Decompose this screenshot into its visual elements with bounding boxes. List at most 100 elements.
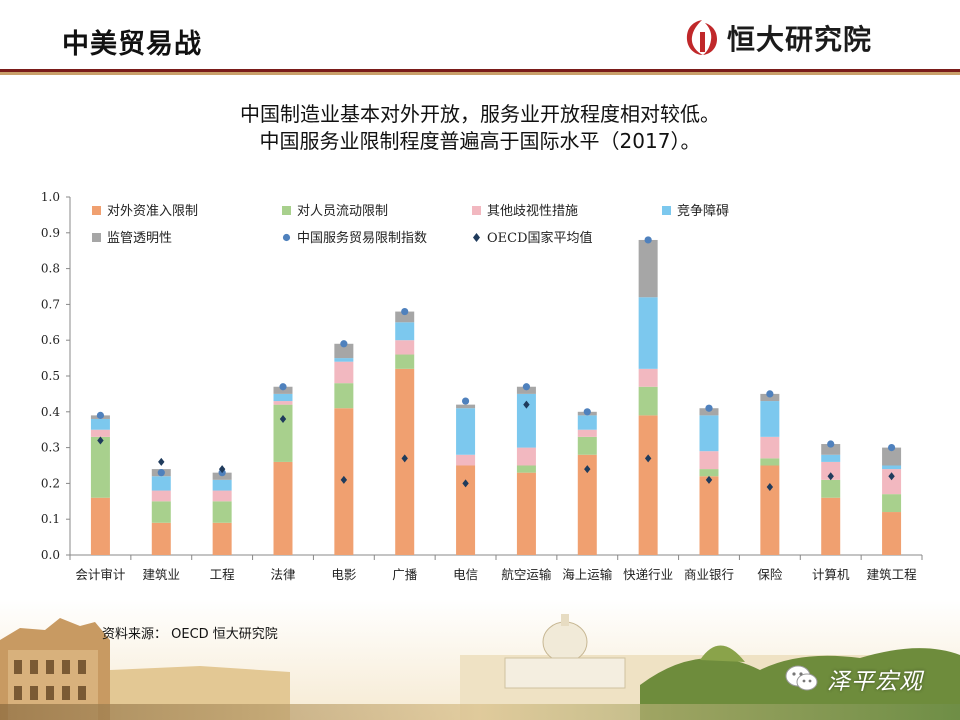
bar-segment [395, 354, 415, 369]
bar-segment [273, 404, 293, 462]
oecd-average-marker [705, 475, 713, 484]
oecd-average-marker [340, 475, 348, 484]
bar-segment [577, 429, 597, 437]
bar-segment [821, 461, 841, 480]
bar-segment [212, 479, 232, 491]
bar-segment [821, 479, 841, 498]
bar-segment [273, 393, 293, 402]
x-tick-label: 计算机 [812, 567, 850, 582]
china-index-marker [827, 440, 835, 448]
china-index-marker [766, 390, 774, 398]
y-tick-label: 0.8 [41, 262, 60, 276]
bar-segment [882, 494, 902, 513]
bar-segment [882, 512, 902, 555]
y-tick-label: 0.7 [41, 297, 60, 311]
oecd-average-marker [158, 457, 165, 466]
x-tick-label: 建筑业 [143, 567, 181, 582]
bar-segment [90, 429, 110, 437]
bar-segment [334, 343, 354, 359]
bar-segment [90, 436, 110, 498]
bar-segment [760, 465, 780, 555]
x-tick-label: 会计审计 [75, 567, 125, 582]
x-tick-label: 商业银行 [684, 567, 734, 582]
legend-marker [282, 233, 291, 242]
watermark: 泽平宏观 [785, 662, 923, 696]
legend-swatch [92, 233, 101, 242]
source-note: 资料来源： OECD 恒大研究院 [102, 627, 278, 642]
y-tick-label: 0.4 [41, 405, 60, 419]
decorative-buildings-image [0, 600, 960, 720]
bar-segment [334, 361, 354, 384]
bar-segment [577, 415, 597, 430]
slide-title: 中美贸易战 [62, 29, 202, 60]
bar-segment [638, 415, 658, 555]
bar-segment [699, 469, 719, 477]
x-tick-label: 航空运输 [501, 567, 552, 582]
oecd-average-marker [827, 472, 834, 481]
bar-segment [456, 454, 476, 466]
china-index-marker [401, 307, 409, 316]
bar-segment [516, 393, 536, 448]
bar-segment [456, 404, 476, 409]
china-index-marker [705, 404, 713, 412]
china-index-marker [887, 444, 896, 452]
x-tick-label: 保险 [757, 567, 783, 582]
bar-segment [456, 465, 476, 555]
bar-segment [821, 497, 841, 555]
oecd-average-marker [462, 479, 469, 488]
bar-segment [456, 408, 476, 455]
china-index-marker [340, 340, 348, 348]
china-index-marker [279, 383, 287, 391]
legend-label: 其他歧视性措施 [487, 204, 578, 219]
bar-segment [212, 490, 232, 502]
y-tick-label: 0.0 [41, 548, 60, 562]
china-index-marker [461, 397, 470, 405]
y-tick-label: 0.9 [41, 226, 60, 240]
oecd-average-marker [766, 482, 774, 491]
y-tick-label: 0.5 [41, 369, 60, 383]
bar-segment [516, 465, 536, 473]
bar-segment [577, 454, 597, 555]
oecd-average-marker [523, 400, 530, 409]
bar-segment [699, 476, 719, 555]
header-divider-gold [0, 72, 960, 75]
china-index-marker [644, 236, 652, 244]
bar-segment [273, 461, 293, 555]
x-tick-label: 工程 [210, 567, 236, 582]
legend-label: 对人员流动限制 [297, 204, 388, 219]
china-index-marker [157, 469, 165, 477]
brand-name: 恒大研究院 [727, 23, 873, 56]
legend-marker [473, 233, 480, 242]
oecd-average-marker [279, 414, 287, 423]
bar-segment [638, 368, 658, 387]
bar-segment [760, 436, 780, 459]
oecd-average-marker [97, 436, 104, 445]
header-divider [0, 69, 960, 72]
bar-segment [638, 297, 658, 369]
x-tick-label: 电影 [331, 567, 357, 582]
bar-segment [882, 469, 902, 495]
bar-segment [821, 454, 841, 462]
china-index-marker [522, 383, 531, 391]
x-tick-label: 快递行业 [623, 567, 673, 582]
oecd-average-marker [888, 472, 895, 481]
bar-segment [577, 436, 597, 455]
legend-label: 对外资准入限制 [107, 204, 198, 219]
oecd-average-marker [584, 465, 591, 474]
bar-segment [821, 444, 841, 455]
bar-segment [638, 386, 658, 416]
y-tick-label: 0.1 [41, 512, 60, 526]
bar-segment [395, 340, 415, 355]
y-tick-label: 1.0 [41, 190, 60, 204]
bar-segment [395, 311, 415, 323]
bar-segment [151, 522, 171, 555]
brand-logo-icon [686, 20, 717, 55]
oecd-average-marker [401, 454, 408, 463]
bar-segment [395, 322, 415, 341]
legend-swatch [92, 206, 101, 215]
bar-segment [151, 476, 171, 491]
bar-segment [699, 451, 719, 470]
bar-segment [882, 465, 902, 470]
bar-segment [212, 522, 232, 555]
bar-segment [760, 401, 780, 437]
